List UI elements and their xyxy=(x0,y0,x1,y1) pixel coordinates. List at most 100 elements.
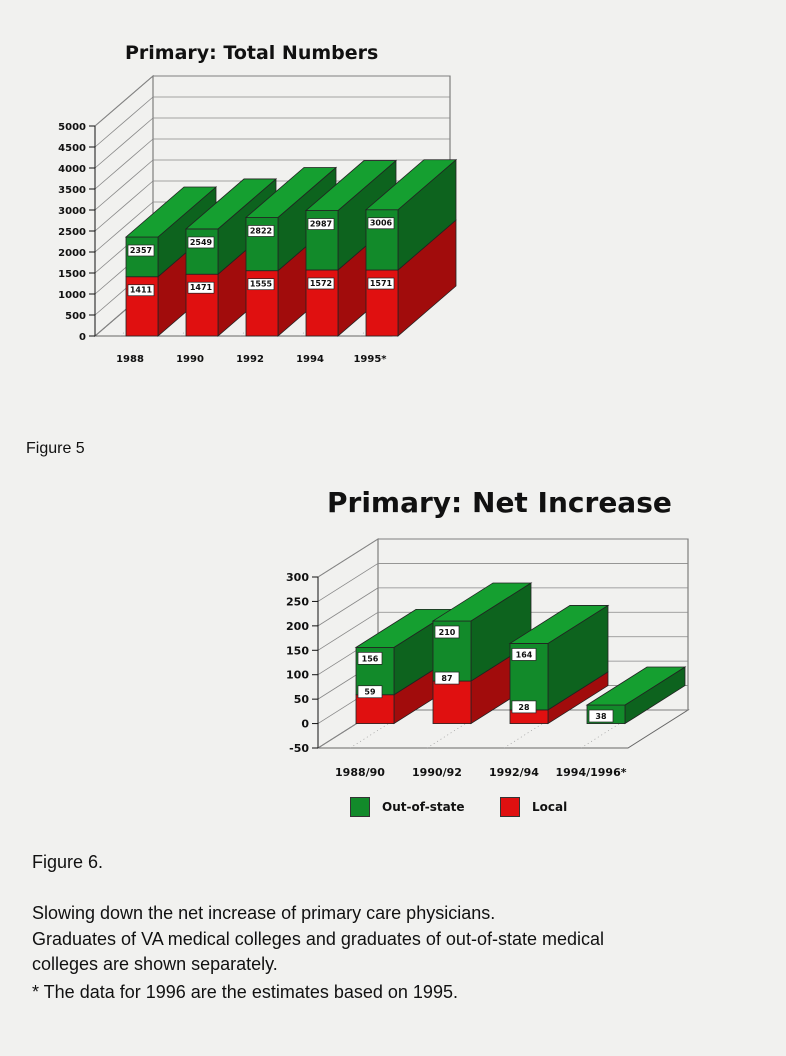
gridline-side xyxy=(94,117,154,169)
data-label-total: 3006 xyxy=(370,219,393,228)
y-tick-label: 50 xyxy=(294,693,310,706)
gridline-side xyxy=(94,201,154,253)
gridline-side xyxy=(94,96,154,148)
bar-out-of-state xyxy=(185,228,219,275)
data-label-box xyxy=(187,281,215,294)
y-tick-label: 3000 xyxy=(58,206,86,217)
data-label-box xyxy=(588,709,614,723)
bar-local xyxy=(432,680,472,724)
data-label-local: 59 xyxy=(364,688,376,697)
x-tick-label: 1990 xyxy=(176,354,204,365)
figure-6-label: Figure 6. xyxy=(32,852,104,872)
y-tick-label: 0 xyxy=(301,718,309,731)
data-label-local: 1411 xyxy=(130,286,153,295)
data-label-total: 38 xyxy=(595,712,607,721)
y-tick-label: 500 xyxy=(65,311,86,322)
data-label-total: 156 xyxy=(362,654,379,663)
caption-line-3: colleges are shown separately. xyxy=(32,954,278,974)
y-tick-label: 100 xyxy=(286,669,309,682)
data-label-box xyxy=(511,700,537,714)
x-tick-label: 1994/1996* xyxy=(555,766,626,779)
data-label-box xyxy=(357,685,383,699)
legend-swatch-local xyxy=(500,797,520,817)
gridline-side xyxy=(94,75,154,127)
data-label-total: 2549 xyxy=(190,238,213,247)
y-tick-label: 3500 xyxy=(58,185,86,196)
bar-top-face xyxy=(508,605,610,644)
x-tick-label: 1994 xyxy=(296,354,324,365)
gridline-side xyxy=(317,611,379,651)
data-label-local: 87 xyxy=(441,674,452,683)
legend-label-out-of-state: Out-of-state xyxy=(382,800,465,814)
y-tick-label: 2500 xyxy=(58,227,86,238)
caption-line-4: * The data for 1996 are the estimates ba… xyxy=(32,982,458,1002)
caption-line-1: Slowing down the net increase of primary… xyxy=(32,903,496,923)
data-label-box xyxy=(511,648,537,661)
data-label-box xyxy=(247,225,275,237)
x-tick-label: 1992 xyxy=(236,354,264,365)
y-tick-label: 4000 xyxy=(58,164,86,175)
y-tick-label: 1000 xyxy=(58,290,86,301)
y-tick-label: 4500 xyxy=(58,143,86,154)
bar-top-face xyxy=(585,666,687,706)
data-label-local: 28 xyxy=(518,703,530,712)
x-tick-label: 1995* xyxy=(353,354,387,365)
data-label-local: 1571 xyxy=(370,279,393,288)
chart-title-net: Primary: Net Increase xyxy=(327,486,672,519)
bar-top-face xyxy=(304,160,398,211)
gridline-side xyxy=(94,180,154,232)
data-label-box xyxy=(357,652,383,665)
bar-top-face xyxy=(364,159,458,211)
bar-out-of-state xyxy=(125,236,159,278)
data-label-box xyxy=(307,218,335,230)
y-tick-label: 150 xyxy=(286,644,309,657)
y-tick-label: 200 xyxy=(286,620,309,633)
bar-top-face xyxy=(124,186,218,238)
bar-top-face xyxy=(431,582,533,622)
bar-top-face xyxy=(244,167,338,218)
data-label-box xyxy=(247,278,275,291)
gridline-side xyxy=(94,138,154,190)
data-label-total: 210 xyxy=(439,628,456,637)
data-label-box xyxy=(187,236,215,249)
gridline-side xyxy=(317,587,379,627)
x-tick-label: 1990/92 xyxy=(412,766,462,779)
caption-line-2: Graduates of VA medical colleges and gra… xyxy=(32,929,604,949)
data-label-box xyxy=(127,244,155,257)
bar-local xyxy=(355,694,395,724)
data-label-box xyxy=(367,217,395,230)
data-label-local: 1555 xyxy=(250,280,273,289)
y-tick-label: 1500 xyxy=(58,269,86,280)
data-label-box xyxy=(127,284,155,297)
data-label-box xyxy=(367,277,395,290)
x-tick-label: 1988 xyxy=(116,354,144,365)
data-label-local: 1471 xyxy=(190,283,213,292)
gridline-side xyxy=(317,563,379,602)
figure-5-label: Figure 5 xyxy=(26,440,85,457)
bar-top-face xyxy=(184,178,278,230)
data-label-box xyxy=(307,277,335,290)
legend-label-local: Local xyxy=(532,800,568,814)
gridline-side xyxy=(317,538,379,578)
x-tick-label: 1992/94 xyxy=(489,766,539,779)
data-label-local: 1572 xyxy=(310,279,332,288)
gridline-side xyxy=(94,159,154,211)
y-tick-label: 2000 xyxy=(58,248,86,259)
legend-item-local: Local xyxy=(500,797,567,817)
data-label-box xyxy=(434,671,460,685)
legend-item-out-of-state: Out-of-state xyxy=(350,797,465,817)
data-label-box xyxy=(434,625,460,639)
y-tick-label: 5000 xyxy=(58,122,86,133)
legend-swatch-out-of-state xyxy=(350,797,370,817)
y-tick-label: 250 xyxy=(286,595,309,608)
data-label-total: 2987 xyxy=(310,220,332,229)
y-tick-label: 300 xyxy=(286,571,309,584)
x-tick-label: 1988/90 xyxy=(335,766,385,779)
y-tick-label: -50 xyxy=(289,742,309,755)
data-label-total: 164 xyxy=(516,650,533,659)
y-tick-label: 0 xyxy=(79,332,86,343)
chart-title-total: Primary: Total Numbers xyxy=(125,42,379,64)
data-label-total: 2357 xyxy=(130,246,152,255)
